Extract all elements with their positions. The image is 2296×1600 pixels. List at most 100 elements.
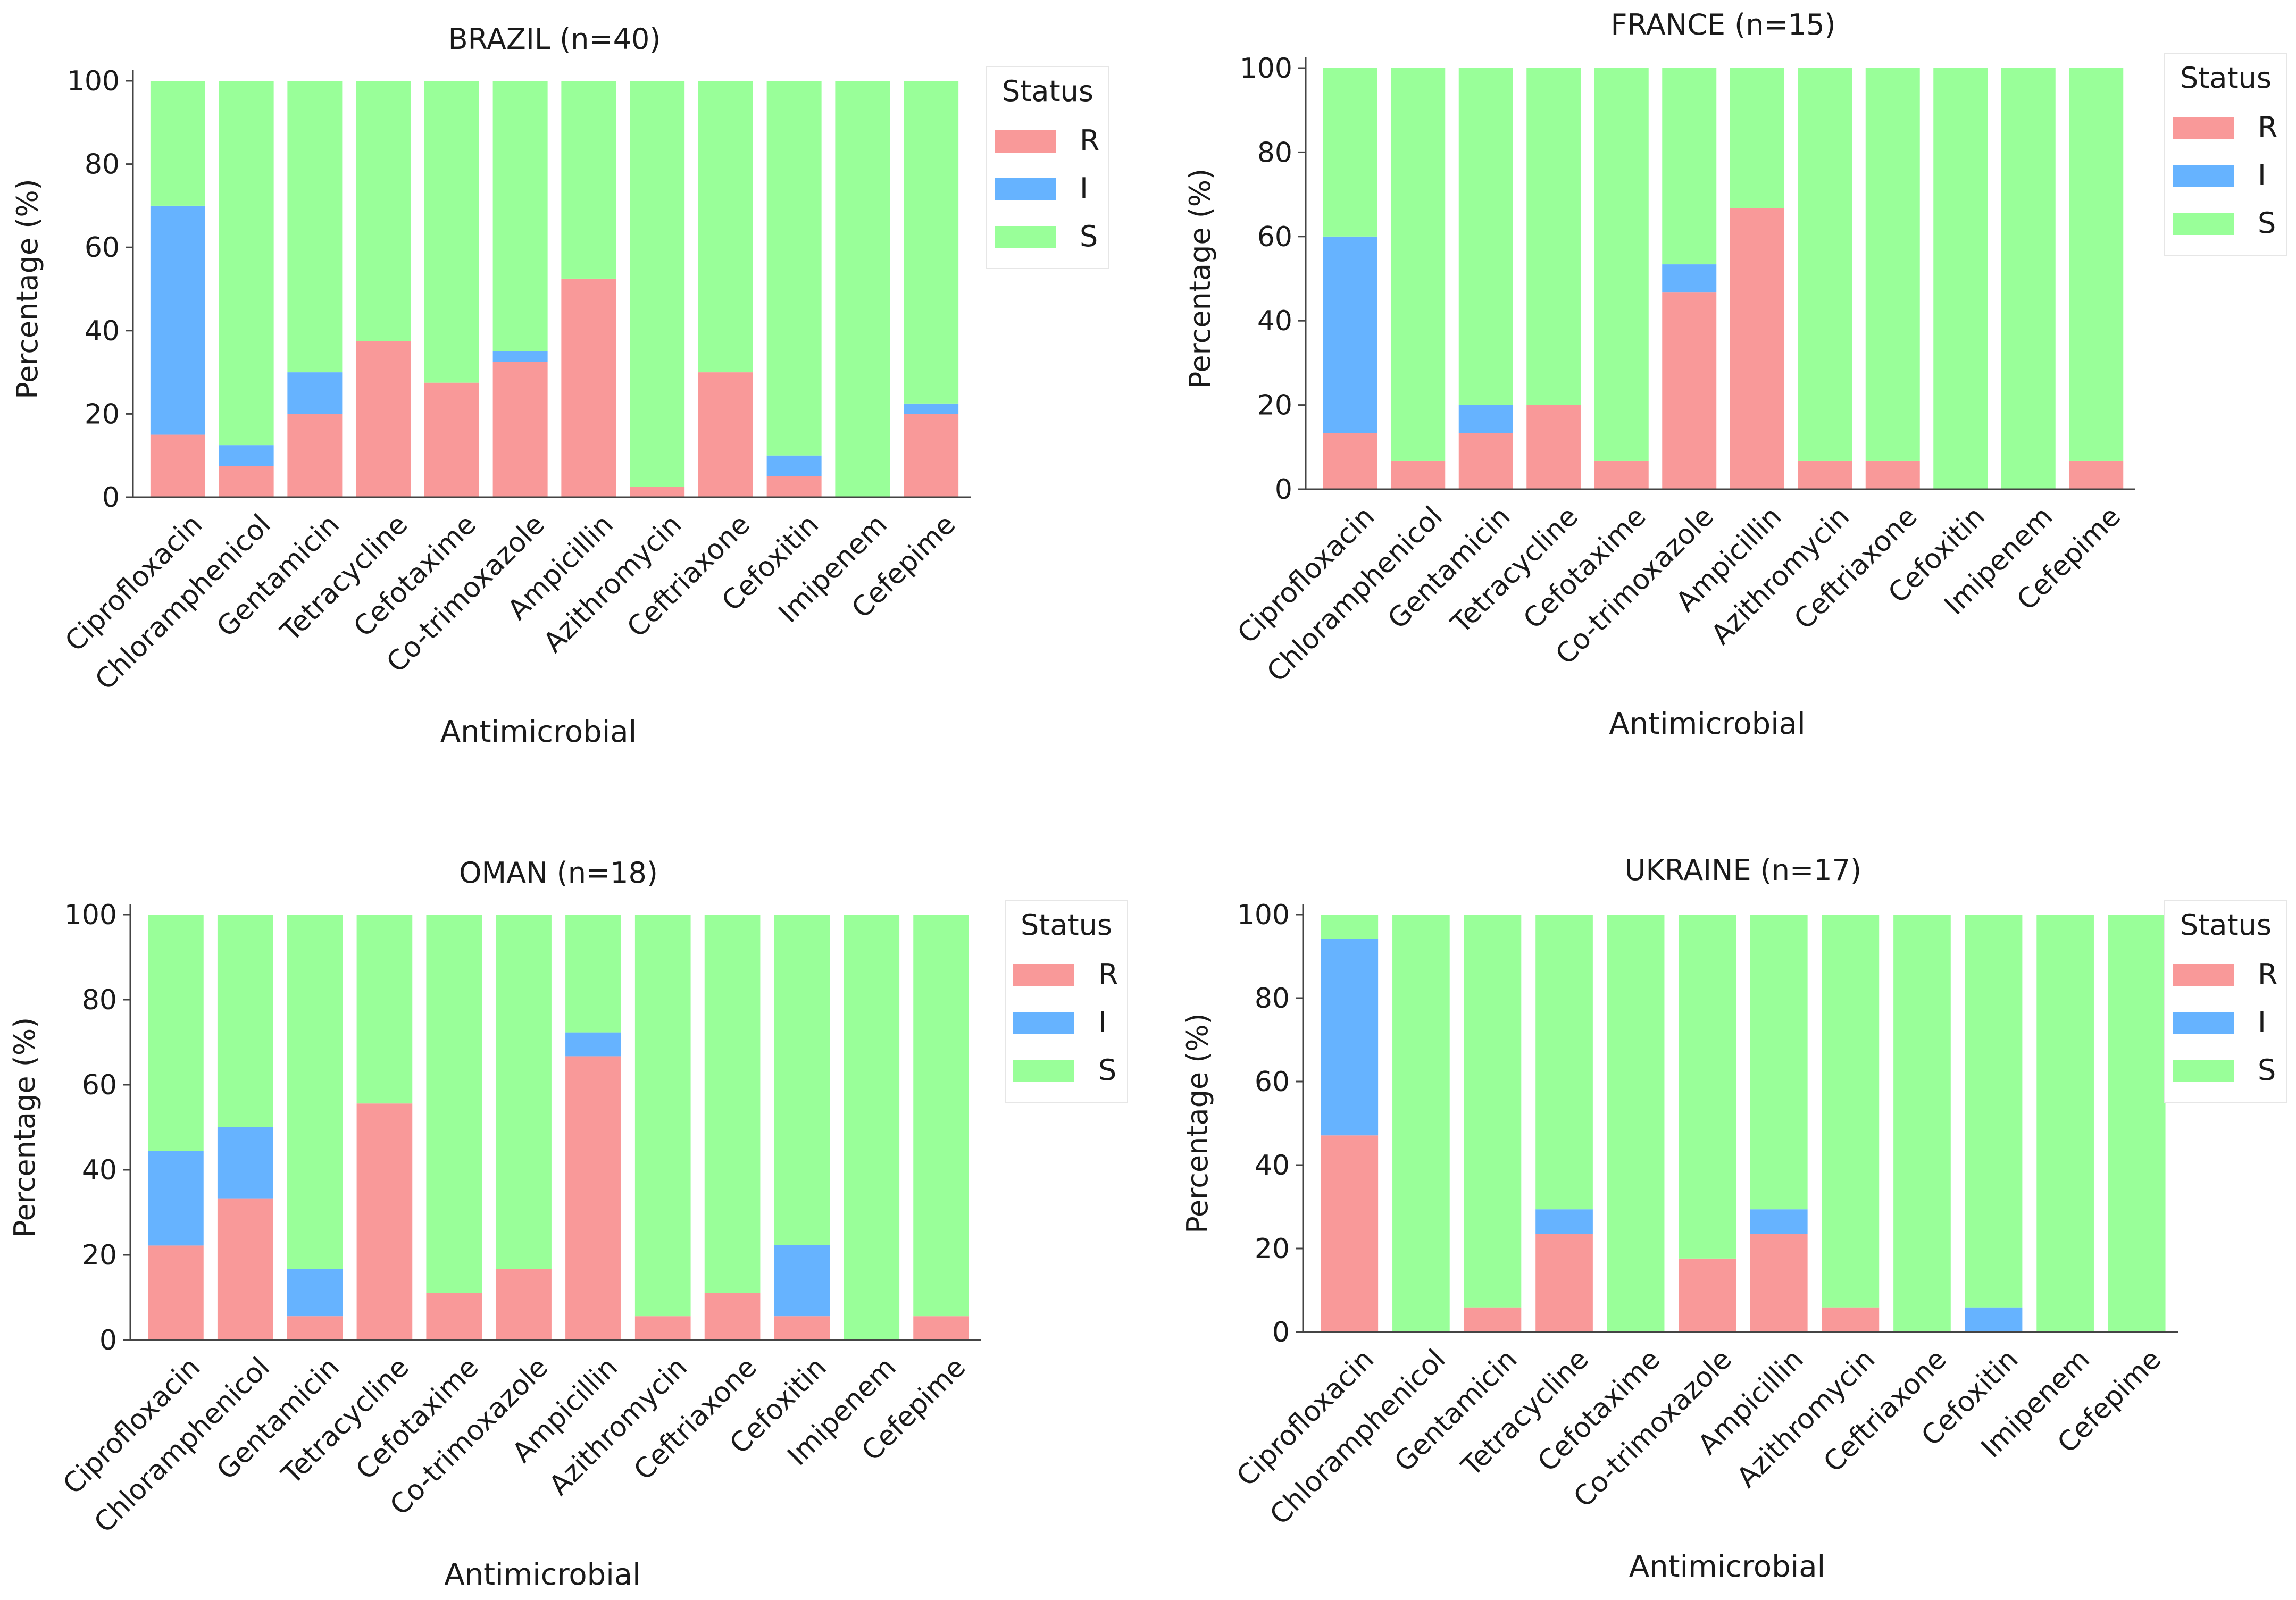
bar-co-trimoxazole-s [492, 81, 548, 351]
bar-azithromycin-r [1798, 460, 1852, 489]
bar-ampicillin-s [1750, 915, 1808, 1210]
y-tick-label: 100 [64, 899, 117, 931]
bar-cefoxitin-r [766, 476, 822, 497]
bar-gentamicin-s [287, 81, 343, 373]
bar-gentamicin-r [287, 1316, 343, 1340]
bar-chloramphenicol-r [219, 466, 274, 497]
legend-label-i: I [2258, 158, 2266, 192]
bar-ampicillin-s [1730, 68, 1784, 208]
legend-swatch-s [2173, 1060, 2234, 1082]
y-tick-label: 20 [1257, 390, 1292, 422]
y-tick-label: 100 [1237, 899, 1290, 931]
y-tick-label: 60 [85, 232, 120, 264]
bar-cefoxitin-s [1933, 68, 1988, 489]
bar-ciprofloxacin-r [150, 434, 205, 497]
y-axis-label: Percentage (%) [8, 1017, 41, 1237]
y-axis-label: Percentage (%) [1183, 169, 1217, 389]
bar-cefoxitin-i [774, 1245, 830, 1317]
legend-swatch-i [2173, 1012, 2234, 1034]
legend-label-r: R [1098, 958, 1118, 991]
chart-france: FRANCE (n=15)CiprofloxacinChloramphenico… [1183, 8, 2287, 741]
bar-co-trimoxazole-s [496, 915, 552, 1269]
bar-ciprofloxacin-r [148, 1245, 204, 1340]
legend: Status RIS [1005, 900, 1128, 1103]
legend-swatch-r [2173, 117, 2234, 139]
bar-cefoxitin-s [774, 915, 830, 1245]
bar-ciprofloxacin-r [1323, 433, 1377, 489]
bar-co-trimoxazole-s [1679, 915, 1736, 1259]
chart-title: OMAN (n=18) [459, 856, 658, 890]
y-tick-label: 20 [85, 398, 120, 430]
bar-gentamicin-r [1458, 433, 1513, 489]
legend-label-i: I [1098, 1006, 1107, 1039]
bar-gentamicin-s [287, 915, 343, 1269]
chart-oman: OMAN (n=18)CiprofloxacinChloramphenicolG… [8, 856, 1128, 1592]
bar-ciprofloxacin-i [1323, 236, 1377, 433]
bar-gentamicin-s [1458, 68, 1513, 405]
bar-gentamicin-r [1464, 1307, 1522, 1332]
bar-cefotaxime-s [1594, 68, 1649, 461]
bar-ciprofloxacin-s [148, 915, 204, 1151]
legend: Status RIS [2164, 53, 2287, 256]
bar-cefotaxime-r [424, 382, 479, 497]
bar-chloramphenicol-r [1391, 460, 1446, 489]
y-tick-label: 0 [99, 1325, 117, 1356]
bar-tetracycline-r [356, 341, 411, 497]
bar-tetracycline-s [1526, 68, 1581, 405]
bar-ciprofloxacin-i [1321, 939, 1379, 1136]
bar-gentamicin-r [287, 414, 343, 497]
legend-label-s: S [2258, 206, 2276, 240]
chart-ukraine: UKRAINE (n=17)CiprofloxacinChloramphenic… [1181, 853, 2287, 1584]
bar-tetracycline-r [1535, 1234, 1593, 1332]
y-tick-label: 60 [1255, 1066, 1290, 1098]
legend-swatch-i [995, 178, 1056, 200]
legend-label-r: R [2258, 111, 2278, 144]
bar-gentamicin-i [287, 372, 343, 414]
y-axis-label: Percentage (%) [11, 179, 44, 399]
bar-tetracycline-s [1535, 915, 1593, 1210]
y-tick-label: 80 [1257, 137, 1292, 169]
bar-cefepime-s [2108, 915, 2166, 1332]
y-axis-label: Percentage (%) [1181, 1013, 1214, 1233]
bar-cefepime-s [904, 81, 959, 404]
bar-ampicillin-i [1750, 1209, 1808, 1234]
legend-label-r: R [2258, 958, 2278, 991]
bar-chloramphenicol-r [217, 1198, 273, 1340]
bar-cefotaxime-s [424, 81, 479, 383]
bar-azithromycin-s [1798, 68, 1852, 461]
bar-cefotaxime-r [1594, 460, 1649, 489]
bar-imipenem-s [2036, 915, 2094, 1332]
bar-gentamicin-i [1458, 405, 1513, 433]
bar-ampicillin-r [565, 1056, 621, 1340]
legend-swatch-i [2173, 165, 2234, 187]
bar-tetracycline-r [356, 1103, 413, 1340]
chart-title: FRANCE (n=15) [1610, 8, 1835, 41]
legend: Status RIS [986, 66, 1109, 269]
legend-label-i: I [2258, 1006, 2266, 1039]
legend-title: Status [1002, 74, 1093, 108]
bar-cefepime-s [913, 915, 969, 1317]
x-axis-label: Antimicrobial [440, 715, 637, 749]
bar-ciprofloxacin-i [150, 205, 205, 435]
y-tick-label: 40 [1255, 1150, 1290, 1182]
y-tick-label: 20 [1255, 1233, 1290, 1265]
bar-cefepime-s [2069, 68, 2124, 461]
bar-chloramphenicol-i [219, 445, 274, 466]
y-tick-label: 100 [1240, 53, 1292, 85]
x-axis-label: Antimicrobial [1629, 1549, 1825, 1584]
bar-gentamicin-i [287, 1269, 343, 1317]
bar-co-trimoxazole-r [1662, 292, 1717, 489]
legend-title: Status [2180, 908, 2272, 942]
bar-gentamicin-s [1464, 915, 1522, 1308]
y-tick-label: 60 [82, 1069, 117, 1101]
legend-swatch-s [995, 226, 1056, 248]
chart-brazil: BRAZIL (n=40)CiprofloxacinChloramphenico… [11, 22, 1109, 749]
legend-label-s: S [1080, 220, 1098, 253]
bar-azithromycin-r [630, 487, 685, 497]
bar-co-trimoxazole-i [1662, 264, 1717, 293]
y-tick-label: 0 [1272, 1317, 1290, 1348]
bar-azithromycin-s [630, 81, 685, 487]
bar-ceftriaxone-s [1865, 68, 1920, 461]
y-tick-label: 40 [1257, 305, 1292, 337]
